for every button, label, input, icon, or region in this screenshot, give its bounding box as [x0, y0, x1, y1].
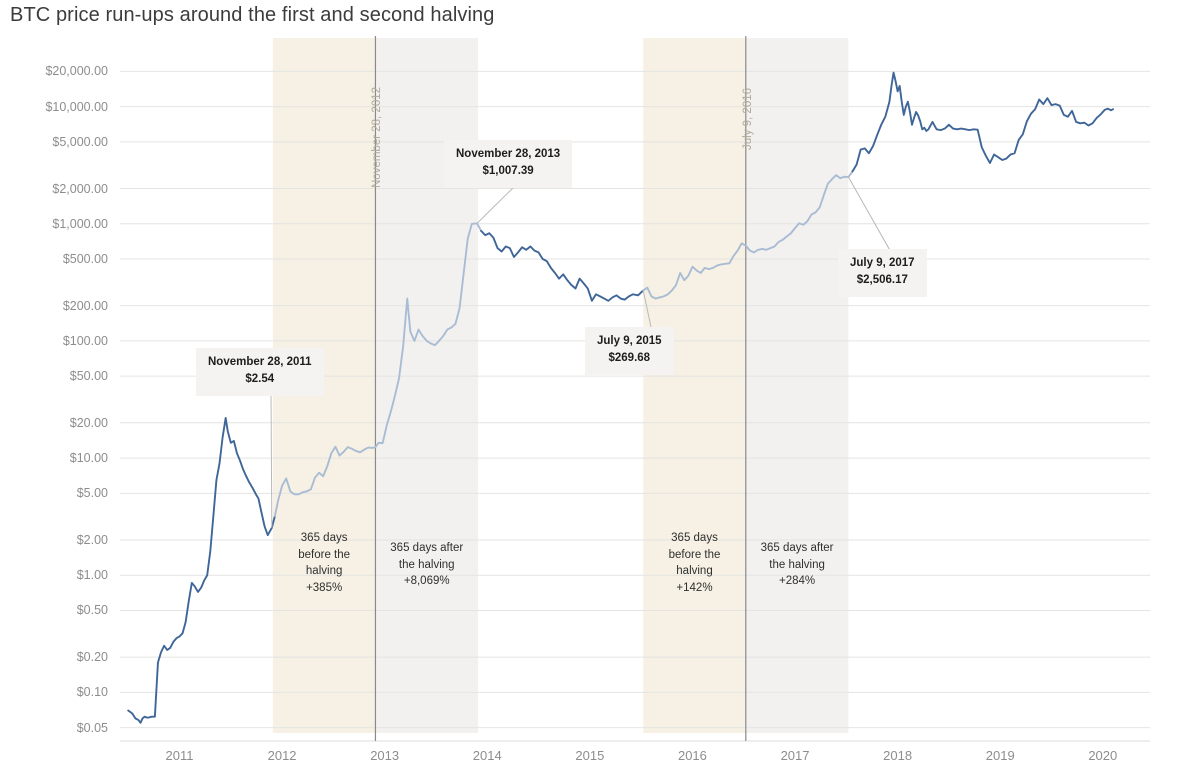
y-axis-tick-label: $20.00 — [69, 415, 108, 430]
x-axis-tick-label: 2020 — [1088, 748, 1118, 763]
price-line-segment — [480, 229, 645, 302]
y-axis-tick-label: $5,000.00 — [52, 134, 108, 149]
annotation-price: $2,506.17 — [856, 274, 908, 287]
annotation-leader-ann-2011 — [270, 389, 273, 528]
annotation-date: July 9, 2017 — [850, 257, 915, 269]
x-axis-tick-label: 2012 — [267, 748, 297, 763]
price-annotation-ann-2017: July 9, 2017 $2,506.17 — [838, 249, 927, 297]
x-axis-tick-label: 2015 — [575, 748, 605, 763]
y-axis-tick-label: $10,000.00 — [45, 99, 108, 114]
annotation-date: November 28, 2013 — [456, 148, 561, 160]
shaded-band-after-halving-2 — [745, 38, 849, 733]
price-annotation-ann-2015: July 9, 2015 $269.68 — [585, 327, 674, 375]
x-axis-tick-label: 2018 — [883, 748, 913, 763]
shaded-band-before-halving-2 — [643, 38, 746, 733]
halving-label-halving-2: July 9, 2016 — [741, 87, 754, 150]
y-axis-tick-label: $0.20 — [76, 650, 108, 665]
y-axis-tick-label: $0.10 — [76, 685, 108, 700]
y-axis-tick-label: $20,000.00 — [45, 64, 108, 79]
annotation-date: November 28, 2011 — [208, 356, 312, 368]
band-label-before-halving-2: 365 days before the halving +142% — [668, 532, 721, 595]
y-axis-tick-label: $500.00 — [62, 252, 108, 267]
price-line-segment — [851, 71, 1115, 173]
band-label-after-halving-2: 365 days after the halving +284% — [760, 542, 834, 588]
y-axis-tick-label: $1,000.00 — [52, 216, 108, 231]
x-axis-tick-label: 2016 — [677, 748, 707, 763]
chart-title: BTC price run-ups around the first and s… — [10, 4, 495, 26]
price-line-segment — [127, 417, 276, 724]
annotation-price: $1,007.39 — [482, 165, 534, 178]
y-axis-tick-label: $100.00 — [62, 333, 108, 348]
y-axis-tick-label: $1.00 — [76, 568, 108, 583]
x-axis-tick-label: 2013 — [370, 748, 400, 763]
annotation-date: July 9, 2015 — [597, 335, 662, 347]
annotation-price: $269.68 — [608, 352, 651, 365]
band-label-before-halving-1: 365 days before the halving +385% — [298, 532, 351, 595]
halving-label-halving-1: November 28, 2012 — [371, 86, 384, 188]
price-line-segment — [642, 170, 854, 300]
x-axis-tick-label: 2019 — [985, 748, 1015, 763]
x-axis-tick-label: 2017 — [780, 748, 810, 763]
y-axis-tick-label: $50.00 — [69, 369, 108, 384]
y-axis-tick-label: $10.00 — [69, 451, 108, 466]
y-axis-tick-label: $0.05 — [76, 720, 108, 735]
annotation-price: $2.54 — [245, 373, 275, 386]
annotation-leader-ann-2013 — [476, 181, 520, 224]
price-annotation-ann-2011: November 28, 2011 $2.54 — [196, 348, 324, 396]
y-axis-tick-label: $2.00 — [76, 532, 108, 547]
x-axis-tick-label: 2011 — [165, 748, 194, 763]
price-annotation-ann-2013: November 28, 2013 $1,007.39 — [444, 140, 573, 188]
band-label-after-halving-1: 365 days after the halving +8,069% — [390, 542, 464, 588]
x-axis-tick-label: 2014 — [472, 748, 502, 763]
y-axis-tick-label: $0.50 — [76, 603, 108, 618]
y-axis-tick-label: $2,000.00 — [52, 181, 108, 196]
price-line-segment — [273, 222, 483, 517]
y-axis-tick-label: $5.00 — [76, 486, 108, 501]
y-axis-tick-label: $200.00 — [62, 298, 108, 313]
